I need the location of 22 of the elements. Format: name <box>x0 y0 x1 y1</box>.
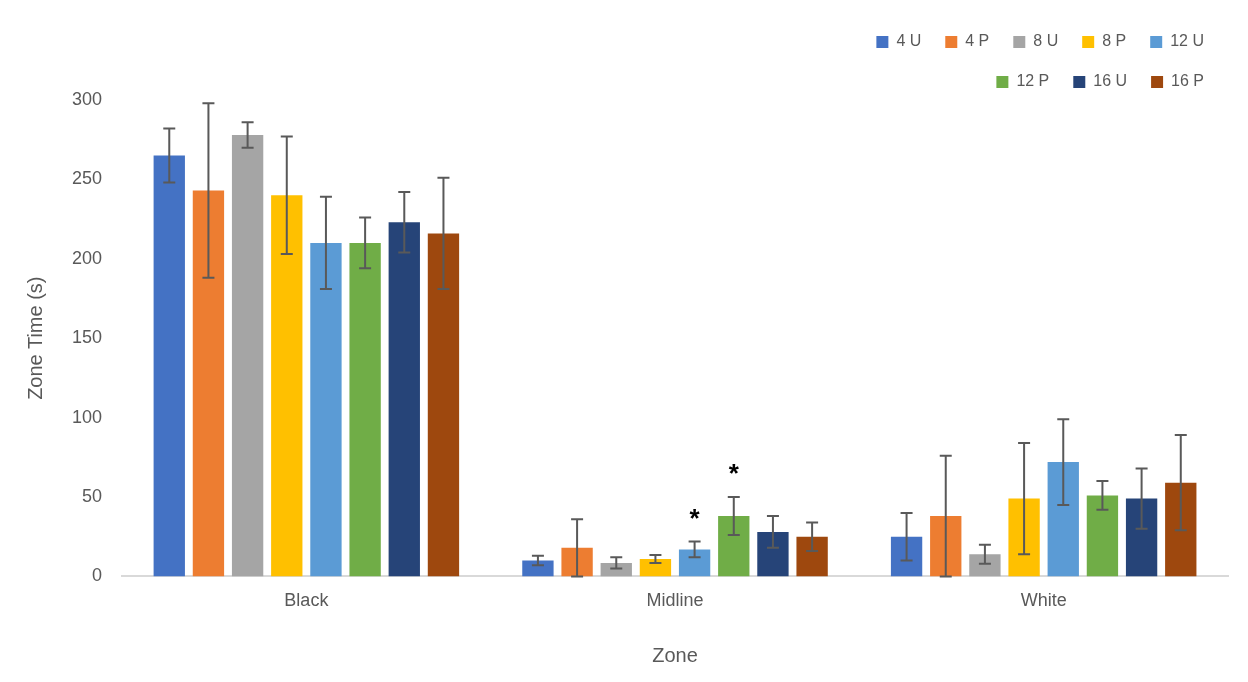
y-tick-label: 200 <box>71 247 103 268</box>
legend-label: 8 U <box>1033 32 1059 50</box>
legend-label: 4 U <box>896 32 922 50</box>
annotation: * <box>728 458 740 489</box>
legend-label: 12 P <box>1016 72 1050 90</box>
x-tick-label: Midline <box>646 590 704 611</box>
legend-label: 8 P <box>1102 32 1127 50</box>
x-tick-label: White <box>1020 590 1067 611</box>
y-tick-label: 300 <box>71 88 103 109</box>
x-axis-title: Zone <box>652 643 698 666</box>
y-tick-label: 0 <box>92 565 103 586</box>
legend-label: 16 U <box>1093 72 1128 90</box>
annotation: * <box>689 502 701 533</box>
y-tick-label: 50 <box>82 485 103 506</box>
y-axis-title: Zone Time (s) <box>23 276 46 400</box>
y-tick-label: 150 <box>71 327 103 348</box>
y-tick-label: 100 <box>71 406 103 427</box>
y-tick-label: 250 <box>71 168 103 189</box>
legend-label: 12 U <box>1170 32 1204 50</box>
legend-label: 4 P <box>965 32 990 50</box>
x-tick-label: Black <box>284 590 330 611</box>
legend-label: 16 P <box>1171 72 1205 90</box>
